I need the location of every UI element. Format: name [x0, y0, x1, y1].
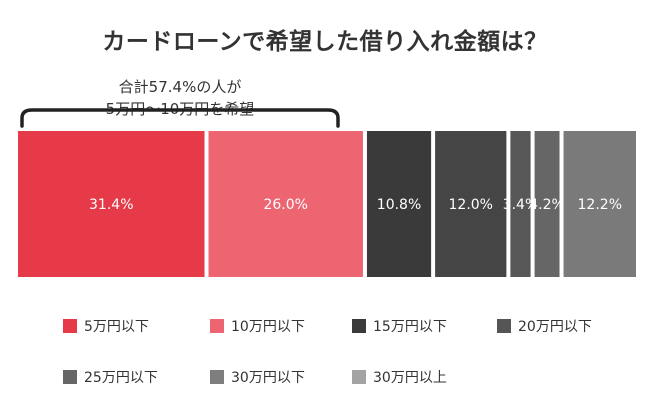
legend-item-4: 20万円以下 [497, 316, 592, 336]
bar-value-label-5: 3.4% [503, 197, 539, 213]
legend-label: 30万円以上 [373, 370, 447, 386]
legend-swatch [352, 370, 366, 384]
legend-swatch [63, 319, 77, 333]
legend-item-3: 15万円以下 [352, 316, 447, 336]
legend-label: 10万円以下 [231, 319, 305, 335]
legend-swatch [352, 319, 366, 333]
bar-value-label-4: 12.0% [449, 197, 493, 213]
bar-segment-1 [18, 131, 205, 277]
legend-swatch [210, 370, 224, 384]
annotation-brace [20, 108, 340, 128]
legend-label: 30万円以下 [231, 370, 305, 386]
legend-label: 25万円以下 [84, 370, 158, 386]
bar-segment-3 [366, 131, 432, 277]
legend-label: 20万円以下 [518, 319, 592, 335]
legend-item-1: 5万円以下 [63, 316, 149, 336]
legend-item-5: 25万円以下 [63, 367, 158, 387]
bar-segment-4 [435, 131, 507, 277]
legend-item-2: 10万円以下 [210, 316, 305, 336]
legend-label: 5万円以下 [84, 319, 149, 335]
legend-swatch [63, 370, 77, 384]
bar-value-label-6: 4.2% [529, 197, 565, 213]
legend-swatch [210, 319, 224, 333]
bar-segment-6 [534, 131, 560, 277]
bar-value-label-2: 26.0% [263, 197, 307, 213]
bar-value-label-1: 31.4% [89, 197, 133, 213]
legend-swatch [497, 319, 511, 333]
annotation-line-1: 合計57.4%の人が [118, 78, 242, 96]
legend-label: 15万円以下 [373, 319, 447, 335]
bar-segment-5 [510, 131, 531, 277]
bar-value-label-3: 10.8% [377, 197, 421, 213]
legend-item-7: 30万円以上 [352, 367, 447, 387]
legend-item-6: 30万円以下 [210, 367, 305, 387]
bar-segment-7 [563, 131, 636, 277]
bar-segment-2 [208, 131, 363, 277]
bar-value-label-7: 12.2% [578, 197, 622, 213]
chart-title: カードローンで希望した借り入れ金額は？ [102, 29, 548, 55]
